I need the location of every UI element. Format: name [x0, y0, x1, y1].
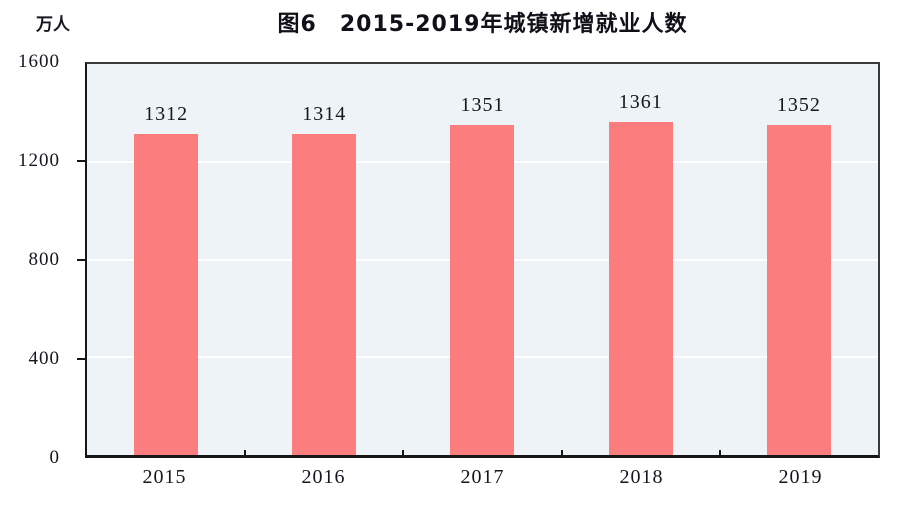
x-boundary-tick: [718, 450, 721, 455]
y-tick-label: 400: [28, 348, 60, 369]
x-boundary-tick: [244, 450, 247, 455]
chart-title: 图6 2015-2019年城镇新增就业人数: [277, 12, 688, 37]
x-tick-label: 2015: [142, 466, 187, 488]
bar-slot: 1361: [562, 64, 720, 455]
x-tick-label: 2017: [460, 466, 505, 488]
bar-2018: [608, 122, 673, 455]
y-tick-label: 1200: [18, 150, 60, 171]
bars-layer: 1312 1314 1351 1361 1352: [87, 64, 878, 455]
y-tick-mark: [77, 160, 85, 162]
y-axis-unit-label: 万人: [36, 15, 70, 35]
x-tick-label: 2016: [301, 466, 346, 488]
bar-2015: [134, 134, 199, 455]
y-axis-tick-labels: 0 400 800 1200 1600: [0, 51, 60, 468]
bar-slot: 1351: [403, 64, 561, 455]
y-tick-label: 0: [49, 447, 60, 468]
bar-value-label: 1351: [460, 93, 505, 116]
bar-2017: [450, 124, 515, 455]
bar-value-label: 1314: [302, 102, 347, 125]
bar-value-label: 1312: [144, 103, 189, 126]
bar-value-label: 1361: [618, 91, 663, 114]
y-axis-tick-marks: [77, 62, 85, 458]
x-tick-label: 2019: [778, 466, 823, 488]
bar-2019: [766, 124, 831, 455]
y-tick-label: 1600: [18, 51, 60, 72]
x-tick-label: 2018: [619, 466, 664, 488]
y-tick-label: 800: [28, 249, 60, 270]
plot-area: 1312 1314 1351 1361 1352: [85, 62, 880, 458]
bar-value-label: 1352: [776, 93, 821, 116]
bar-slot: 1314: [245, 64, 403, 455]
y-tick-mark: [77, 259, 85, 261]
x-axis-boundary-ticks: [87, 64, 878, 455]
bar-slot: 1312: [87, 64, 245, 455]
bar-2016: [292, 133, 357, 455]
x-axis-tick-labels: 2015 2016 2017 2018 2019: [85, 466, 880, 496]
bar-slot: 1352: [720, 64, 878, 455]
x-boundary-tick: [560, 450, 563, 455]
y-tick-mark: [77, 358, 85, 360]
x-boundary-tick: [402, 450, 405, 455]
